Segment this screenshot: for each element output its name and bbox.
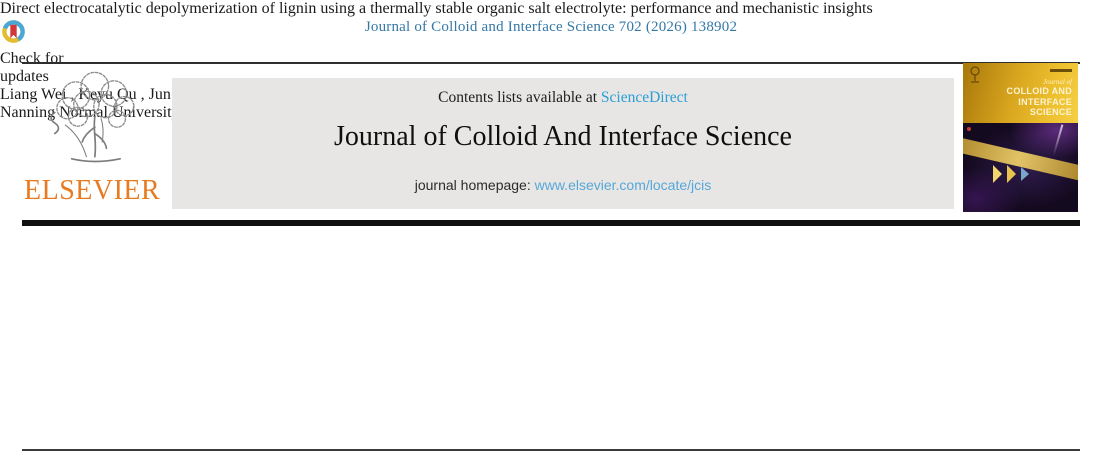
header-divider-rule bbox=[22, 220, 1080, 226]
cover-elsevier-tree-icon bbox=[970, 66, 980, 83]
top-rule bbox=[22, 62, 1080, 64]
check-updates-icon bbox=[2, 20, 25, 43]
sciencedirect-link[interactable]: ScienceDirect bbox=[600, 89, 688, 106]
journal-citation-line: Journal of Colloid and Interface Science… bbox=[364, 19, 738, 35]
cover-title-line-2: INTERFACE bbox=[1018, 96, 1072, 107]
cover-masthead: Journal of COLLOID AND INTERFACE SCIENCE bbox=[963, 63, 1078, 123]
check-updates-label-2: updates bbox=[0, 68, 49, 85]
journal-title: Journal of Colloid And Interface Science bbox=[334, 121, 792, 152]
article-title: Direct electrocatalytic depolymerization… bbox=[0, 0, 1102, 18]
check-updates-label-1: Check for bbox=[0, 50, 64, 67]
contents-list-line: Contents lists available at ScienceDirec… bbox=[172, 88, 954, 107]
cover-title-line-1: COLLOID AND bbox=[1006, 86, 1072, 96]
article-title-line-2: organic salt electrolyte: performance an… bbox=[476, 0, 873, 17]
homepage-prefix: journal homepage: bbox=[414, 177, 535, 193]
cover-chevron-arrows-decor bbox=[993, 165, 1029, 183]
elsevier-wordmark: ELSEVIER bbox=[24, 175, 161, 206]
cover-lightning-decor bbox=[1052, 124, 1063, 156]
journal-homepage-line: journal homepage: www.elsevier.com/locat… bbox=[172, 177, 954, 194]
journal-homepage-link[interactable]: www.elsevier.com/locate/jcis bbox=[534, 177, 712, 193]
contents-list-prefix: Contents lists available at bbox=[438, 89, 601, 106]
bottom-rule bbox=[22, 449, 1080, 451]
article-title-line-1: Direct electrocatalytic depolymerization… bbox=[0, 0, 473, 17]
cover-title-line-3: SCIENCE bbox=[1029, 107, 1072, 117]
cover-journal-of-label: Journal of bbox=[1043, 78, 1072, 86]
cover-artwork bbox=[963, 123, 1078, 212]
cover-volume-bar bbox=[1050, 69, 1072, 72]
journal-cover-thumbnail[interactable]: Journal of COLLOID AND INTERFACE SCIENCE bbox=[963, 63, 1078, 212]
elsevier-tree-icon bbox=[50, 71, 135, 163]
elsevier-logo[interactable]: ELSEVIER bbox=[24, 70, 172, 216]
journal-header-box: Contents lists available at ScienceDirec… bbox=[172, 78, 954, 209]
cover-molecule-dots-decor bbox=[967, 127, 971, 131]
